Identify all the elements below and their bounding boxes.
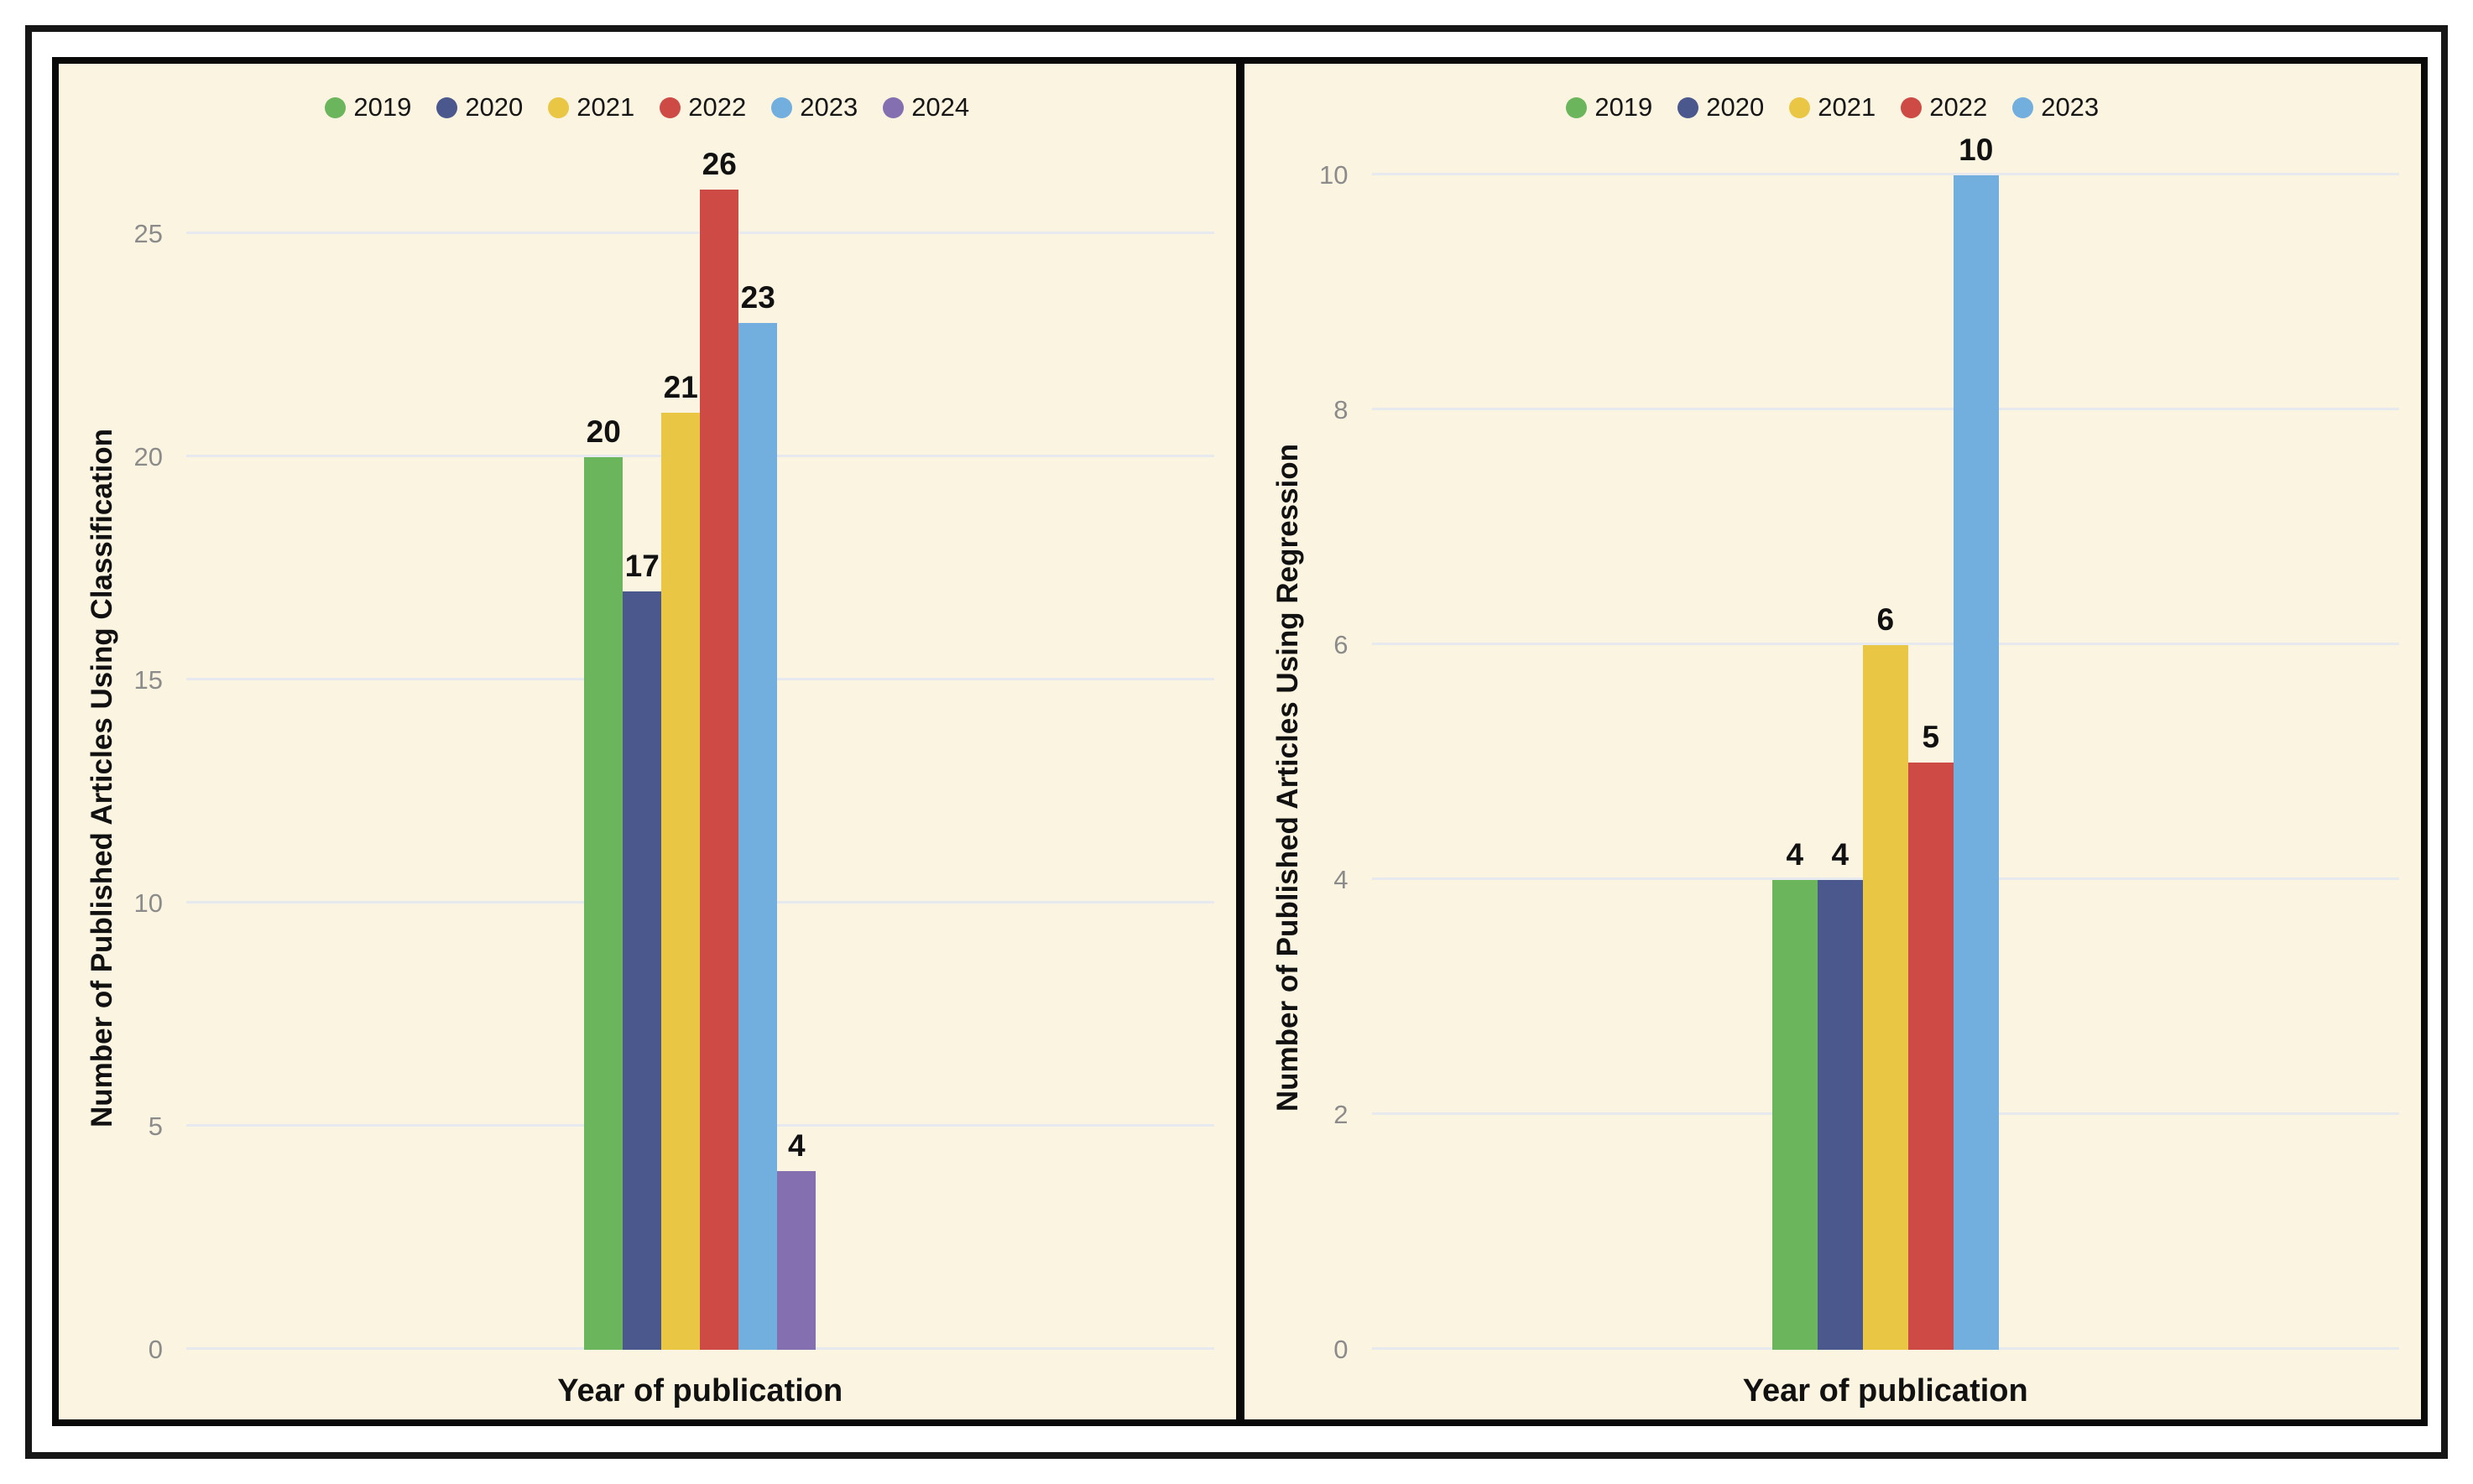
legend-item: 2023 bbox=[2012, 92, 2099, 122]
bar-2019 bbox=[1771, 880, 1818, 1350]
legend-swatch-icon bbox=[2012, 96, 2034, 118]
legend-label: 2021 bbox=[1818, 92, 1876, 122]
legend-label: 2020 bbox=[465, 92, 524, 122]
legend-item: 2021 bbox=[548, 92, 634, 122]
y-tick-label: 25 bbox=[133, 219, 163, 248]
bar-2022 bbox=[1907, 763, 1954, 1350]
y-tick-label: 6 bbox=[1333, 630, 1349, 659]
y-tick-label: 2 bbox=[1333, 1100, 1349, 1129]
regression-y-axis-title: Number of Published Articles Using Regre… bbox=[1256, 206, 1320, 1350]
bar-2021 bbox=[1862, 645, 1908, 1350]
legend-item: 2024 bbox=[883, 92, 969, 122]
legend-item: 2022 bbox=[1901, 92, 1987, 122]
bar-group-2022: 26 bbox=[700, 146, 739, 1350]
bar-2022 bbox=[700, 189, 739, 1350]
legend-swatch-icon bbox=[436, 96, 458, 118]
bar-2024 bbox=[777, 1171, 817, 1350]
gridline bbox=[1371, 173, 2399, 175]
legend-label: 2022 bbox=[1929, 92, 1988, 122]
bar-group-2023: 23 bbox=[738, 280, 778, 1350]
regression-x-axis-title: Year of publication bbox=[1742, 1373, 2028, 1408]
bar-2021 bbox=[661, 412, 701, 1350]
bar-group-2020: 4 bbox=[1817, 837, 1863, 1350]
y-tick-label: 8 bbox=[1333, 395, 1349, 424]
figure-outer-frame bbox=[25, 25, 2448, 1459]
gridline bbox=[1371, 408, 2399, 410]
legend-item: 2020 bbox=[436, 92, 523, 122]
bar-group-2020: 17 bbox=[623, 548, 662, 1350]
legend-swatch-icon bbox=[1566, 96, 1588, 118]
legend-swatch-icon bbox=[660, 96, 681, 118]
legend-label: 2021 bbox=[577, 92, 635, 122]
bar-group-2019: 20 bbox=[584, 416, 623, 1350]
gridline bbox=[1371, 643, 2399, 645]
bar-value-label: 5 bbox=[1922, 720, 1940, 754]
legend-item: 2021 bbox=[1789, 92, 1876, 122]
legend-swatch-icon bbox=[883, 96, 905, 118]
classification-y-axis-title: Number of Published Articles Using Class… bbox=[70, 206, 134, 1350]
figure-panels-container: 2019 2020 2021 2022 2023 2024 Number of Publi… bbox=[52, 57, 2428, 1426]
legend-item: 2020 bbox=[1677, 92, 1764, 122]
bar-value-label: 21 bbox=[663, 369, 698, 404]
bar-2023 bbox=[1953, 175, 1999, 1350]
bar-value-label: 4 bbox=[787, 1128, 806, 1164]
legend-label: 2024 bbox=[911, 92, 970, 122]
classification-y-axis-title-text: Number of Published Articles Using Class… bbox=[86, 428, 118, 1128]
bar-value-label: 10 bbox=[1959, 133, 1994, 167]
legend-item: 2019 bbox=[325, 92, 411, 122]
legend-label: 2019 bbox=[1594, 92, 1653, 122]
legend-item: 2019 bbox=[1566, 92, 1652, 122]
bar-value-label: 20 bbox=[586, 414, 621, 449]
classification-plot-area: 20 17 21 26 23 4 0 5 10 15 20 25 bbox=[134, 64, 1214, 1364]
bar-group-2019: 4 bbox=[1771, 837, 1818, 1350]
bar-value-label: 26 bbox=[702, 146, 737, 181]
bar-group-2022: 5 bbox=[1907, 720, 1954, 1350]
legend-swatch-icon bbox=[1789, 96, 1811, 118]
y-tick-label: 0 bbox=[1333, 1335, 1349, 1364]
bar-value-label: 6 bbox=[1876, 602, 1895, 637]
legend-label: 2022 bbox=[688, 92, 747, 122]
y-tick-label: 10 bbox=[1319, 160, 1349, 190]
y-tick-label: 4 bbox=[1333, 865, 1349, 894]
legend-label: 2020 bbox=[1706, 92, 1765, 122]
legend-item: 2022 bbox=[660, 92, 746, 122]
classification-chart-panel: 2019 2020 2021 2022 2023 2024 Number of Publi… bbox=[59, 64, 1236, 1419]
regression-chart-panel: 2019 2020 2021 2022 2023 Number of Published… bbox=[1235, 64, 2422, 1419]
bar-2019 bbox=[584, 457, 623, 1350]
bar-group-2023: 10 bbox=[1953, 133, 1999, 1350]
legend-item: 2023 bbox=[771, 92, 858, 122]
legend-label: 2019 bbox=[353, 92, 412, 122]
y-tick-label: 15 bbox=[133, 665, 163, 695]
legend-label: 2023 bbox=[800, 92, 858, 122]
y-tick-label: 5 bbox=[148, 1112, 163, 1141]
bar-2020 bbox=[1817, 880, 1863, 1350]
bar-value-label: 23 bbox=[740, 280, 775, 315]
bar-group-2021: 6 bbox=[1862, 602, 1908, 1350]
legend-swatch-icon bbox=[771, 96, 793, 118]
legend-label: 2023 bbox=[2041, 92, 2100, 122]
classification-bars-group: 20 17 21 26 23 4 bbox=[186, 148, 1214, 1350]
bar-2023 bbox=[738, 323, 778, 1350]
bar-value-label: 4 bbox=[1786, 837, 1804, 872]
regression-bars-group: 4 4 6 5 10 bbox=[1372, 134, 2400, 1350]
y-tick-label: 10 bbox=[133, 888, 163, 918]
y-tick-label: 20 bbox=[133, 442, 163, 471]
legend-swatch-icon bbox=[1677, 96, 1699, 118]
regression-y-axis-title-text: Number of Published Articles Using Regre… bbox=[1270, 444, 1304, 1112]
classification-legend: 2019 2020 2021 2022 2023 2024 bbox=[59, 92, 1236, 122]
bar-group-2021: 21 bbox=[661, 369, 701, 1350]
bar-2020 bbox=[623, 591, 662, 1350]
legend-swatch-icon bbox=[1901, 96, 1923, 118]
bar-value-label: 17 bbox=[624, 548, 660, 583]
legend-swatch-icon bbox=[548, 96, 570, 118]
bar-group-2024: 4 bbox=[777, 1128, 817, 1350]
regression-plot-area: 4 4 6 5 10 0 2 4 6 8 10 bbox=[1319, 64, 2400, 1364]
y-tick-label: 0 bbox=[148, 1335, 163, 1364]
regression-legend: 2019 2020 2021 2022 2023 bbox=[1244, 92, 2422, 122]
classification-x-axis-title: Year of publication bbox=[557, 1373, 843, 1408]
bar-value-label: 4 bbox=[1831, 837, 1850, 872]
legend-swatch-icon bbox=[325, 96, 347, 118]
